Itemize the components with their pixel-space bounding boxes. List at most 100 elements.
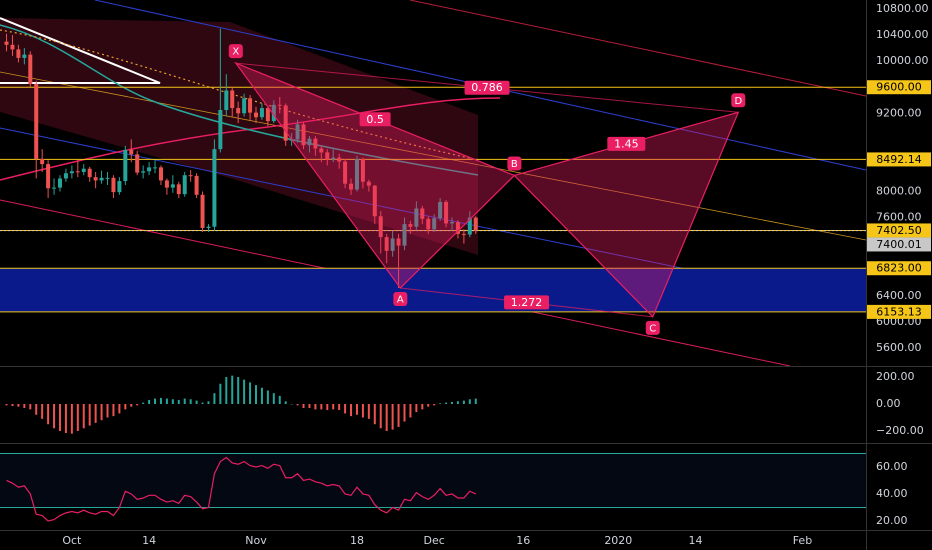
candle-body	[230, 90, 235, 109]
candle-body	[123, 149, 128, 182]
histogram-bar	[249, 382, 252, 404]
y-tick-label: 9200.00	[876, 106, 922, 119]
histogram-bar	[154, 398, 157, 404]
histogram-bar	[445, 402, 448, 404]
price-label: 7400.01	[876, 238, 922, 251]
price-box	[867, 152, 931, 167]
price-label: 8492.14	[876, 153, 922, 166]
candle-body	[450, 222, 455, 224]
candle-body	[354, 158, 359, 190]
trend-line	[0, 71, 867, 241]
y-tick-label: 8000.00	[876, 185, 922, 198]
histogram-bar	[260, 387, 263, 404]
histogram-bar	[207, 401, 210, 404]
histogram-bar	[456, 401, 459, 404]
histogram-bar	[385, 403, 388, 431]
histogram-bar	[88, 403, 91, 426]
candle-body	[467, 217, 472, 235]
histogram-bar	[278, 395, 281, 404]
histogram-bar	[409, 403, 412, 418]
y-tick-label: 6400.00	[876, 289, 922, 302]
candle-body	[81, 168, 86, 172]
price-label: 6823.00	[876, 262, 922, 275]
candle-body	[331, 157, 336, 160]
candle-body	[360, 158, 365, 182]
candle-body	[218, 110, 223, 150]
histogram-bar	[82, 403, 85, 429]
price-box	[867, 237, 931, 252]
histogram-bar	[23, 403, 26, 409]
histogram-bar	[142, 402, 145, 404]
candle-body	[176, 184, 181, 195]
histogram-bar	[106, 403, 109, 418]
y-tick-label: 5600.00	[876, 341, 922, 354]
ratio-box	[504, 295, 550, 310]
candle-body	[147, 167, 152, 172]
ratio-box	[607, 136, 646, 151]
candle-body	[87, 168, 92, 178]
candle-body	[248, 98, 253, 113]
band-fill	[0, 453, 866, 508]
point-label: X	[232, 47, 239, 58]
candle-body	[396, 238, 401, 246]
candle-body	[182, 175, 187, 195]
histogram-bar	[468, 399, 471, 404]
candle-body	[432, 218, 437, 230]
point-label: B	[511, 159, 518, 170]
candle-body	[153, 167, 158, 169]
candle-body	[141, 171, 146, 173]
candle-body	[105, 177, 110, 179]
histogram-bar	[266, 390, 269, 404]
histogram-bar	[433, 403, 436, 406]
histogram-bar	[76, 403, 79, 431]
candle-body	[337, 157, 342, 162]
histogram-bar	[41, 403, 44, 419]
candle-body	[438, 201, 443, 219]
rsi-line	[6, 456, 477, 522]
price-label: 9600.00	[876, 81, 922, 94]
histogram-bar	[338, 403, 341, 411]
candle-body	[57, 178, 62, 188]
candle-body	[455, 222, 460, 234]
candle-body	[40, 158, 45, 165]
x-tick-label: 14	[689, 534, 703, 547]
candle-body	[111, 177, 116, 193]
histogram-bar	[225, 376, 228, 404]
y-tick-label: 10000.00	[876, 54, 929, 67]
histogram-bar	[254, 385, 257, 404]
candle-body	[158, 167, 163, 181]
candle-body	[52, 187, 57, 189]
candle-body	[170, 184, 175, 188]
drawing-layer	[0, 0, 867, 508]
x-tick-label: Dec	[424, 534, 445, 547]
candle-body	[99, 177, 104, 181]
candle-body	[242, 98, 247, 114]
histogram-bar	[296, 403, 299, 406]
histogram-bar	[320, 403, 323, 410]
candle-body	[135, 154, 140, 173]
histogram-bar	[421, 403, 424, 410]
drawn-line	[0, 17, 161, 84]
histogram-bar	[355, 403, 358, 415]
histogram-bar	[243, 379, 246, 404]
histogram-bar	[94, 403, 97, 423]
histogram-bar	[379, 403, 382, 429]
candle-body	[188, 175, 193, 177]
candle-body	[224, 90, 229, 111]
point-label: D	[734, 96, 742, 107]
candle-body	[75, 171, 80, 173]
histogram-bar	[290, 403, 293, 405]
price-box	[867, 304, 931, 319]
histogram-bar	[100, 403, 103, 421]
price-box	[867, 261, 931, 276]
candle-body	[22, 54, 27, 58]
histogram-bar	[361, 403, 364, 418]
candle-body	[34, 83, 39, 159]
histogram-bar	[64, 403, 67, 434]
candle-body	[295, 124, 300, 140]
candle-body	[28, 54, 33, 84]
candle-body	[212, 149, 217, 227]
candle-body	[16, 49, 21, 58]
candle-body	[349, 183, 354, 190]
